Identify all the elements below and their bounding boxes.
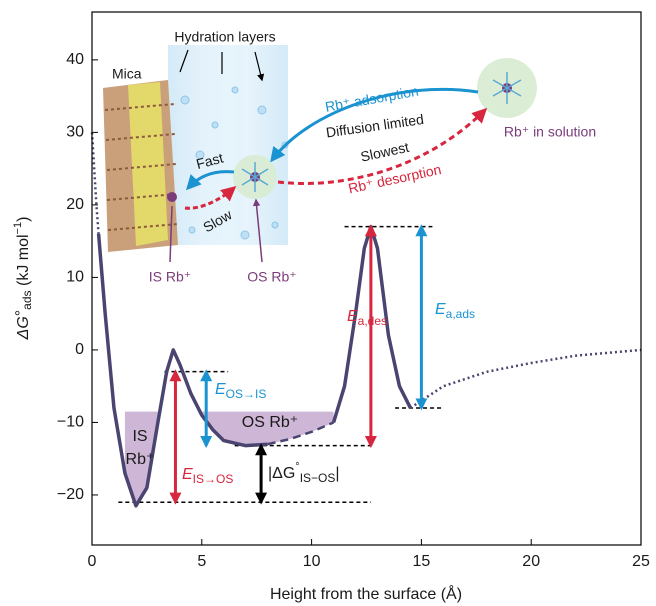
y-axis-label-part: (kJ mol xyxy=(15,234,32,290)
energy-label: |ΔG°IS−OS| xyxy=(268,461,340,485)
energy-curve xyxy=(409,348,642,409)
x-tick-label: 20 xyxy=(522,553,540,570)
energy-label-main: E xyxy=(435,301,446,318)
y-axis-label-part: ° xyxy=(13,310,30,316)
x-tick-label: 25 xyxy=(632,553,650,570)
fill-layer xyxy=(124,411,334,506)
y-axis-label-part: ΔG xyxy=(15,316,32,340)
inset-label: Slowest xyxy=(359,139,410,165)
y-tick-label: −20 xyxy=(57,486,84,503)
well-shade xyxy=(124,411,158,506)
hydration-layer xyxy=(205,45,243,245)
plot-frame xyxy=(91,11,642,546)
energy-label-main: E xyxy=(215,381,226,398)
inset-label: Mica xyxy=(112,66,142,82)
y-tick-label: 10 xyxy=(66,269,84,286)
inset-label: IS Rb⁺ xyxy=(149,269,191,285)
pointer xyxy=(179,49,262,80)
y-tick-label: 30 xyxy=(66,124,84,141)
energy-label: Ea,des xyxy=(347,308,387,328)
inset-label: Hydration layers xyxy=(174,29,275,45)
energy-label-sub: OS→IS xyxy=(226,387,267,401)
is-ion xyxy=(167,192,177,202)
x-tick-label: 5 xyxy=(197,553,206,570)
energy-label-main: E xyxy=(347,308,358,325)
energy-label-main: | xyxy=(335,465,339,482)
inset-label: Fast xyxy=(194,149,225,172)
energy-label-main: E xyxy=(182,466,193,483)
y-tick-label: 0 xyxy=(75,341,84,358)
inset: Hydration layers Mica Rb⁺ adsorption Dif… xyxy=(103,29,596,285)
slow-arrow xyxy=(184,186,237,210)
energy-curve xyxy=(267,421,335,446)
well-label: OS Rb⁺ xyxy=(242,414,298,431)
energy-label: EOS→IS xyxy=(215,381,266,401)
energy-label-sub: IS−OS xyxy=(300,471,336,485)
y-axis-label-part: ) xyxy=(15,217,32,222)
energy-curve xyxy=(96,233,268,508)
y-axis-label-part: ads xyxy=(20,290,34,309)
energy-label: Ea,ads xyxy=(435,301,475,321)
energy-label: EIS→OS xyxy=(182,466,233,486)
desorption-arrow xyxy=(277,107,488,185)
adsorption-arrow xyxy=(270,87,479,163)
energy-label-sub: a,des xyxy=(358,314,387,328)
energy-label-sub: IS→OS xyxy=(193,472,234,486)
energy-label-sub: a,ads xyxy=(446,307,475,321)
ion-pointer xyxy=(169,200,262,263)
main-layer xyxy=(90,59,642,545)
x-tick-label: 10 xyxy=(303,553,321,570)
y-tick-label: 20 xyxy=(66,196,84,213)
inset-label: Diffusion limited xyxy=(325,111,425,141)
inset-label: Rb⁺ adsorption xyxy=(324,83,420,115)
inset-label: Rb⁺ in solution xyxy=(504,124,596,140)
energy-curve xyxy=(90,132,100,234)
fast-arrow xyxy=(185,170,235,191)
inset-label: Rb⁺ desorption xyxy=(347,161,443,196)
mica-crystal xyxy=(103,80,179,252)
water-shell xyxy=(241,72,522,192)
well-label: IS xyxy=(132,428,147,445)
y-axis-label-part: −1 xyxy=(12,222,24,235)
energy-label-sup: ° xyxy=(295,461,299,473)
well-shade xyxy=(201,411,334,446)
x-tick-label: 15 xyxy=(413,553,431,570)
x-axis-label: Height from the surface (Å) xyxy=(270,584,462,603)
well-label: Rb⁺ xyxy=(126,451,155,468)
energy-label-main: |ΔG xyxy=(268,465,295,482)
y-axis-label: ΔG°ads (kJ mol−1) xyxy=(12,217,34,341)
y-tick-label: 40 xyxy=(66,51,84,68)
inset-label: OS Rb⁺ xyxy=(247,269,296,285)
y-tick-label: −10 xyxy=(57,414,84,431)
x-tick-label: 0 xyxy=(88,553,97,570)
water-bubbles xyxy=(180,86,289,240)
